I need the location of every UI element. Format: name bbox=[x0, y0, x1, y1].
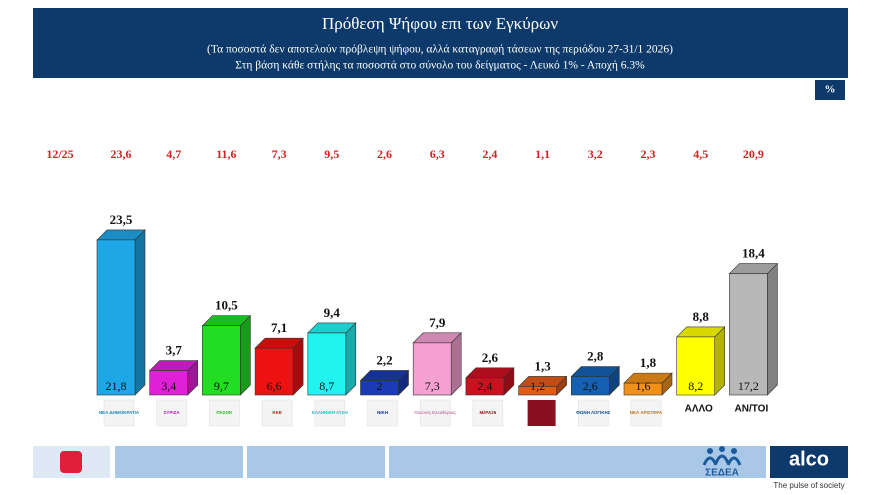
footer-block bbox=[389, 446, 766, 478]
logo-box bbox=[472, 399, 504, 427]
value-label: 9,4 bbox=[324, 305, 341, 320]
chart-title: Πρόθεση Ψήφου επι των Εγκύρων bbox=[322, 14, 558, 33]
x-tick-label: ΑΝ/ΤΟΙ bbox=[735, 404, 769, 415]
raw-value-label: 6,6 bbox=[267, 379, 282, 393]
bar-side bbox=[345, 322, 357, 396]
sedea-icon bbox=[702, 446, 742, 466]
raw-value-label: 9,7 bbox=[214, 379, 229, 393]
x-tick-label: ΣΥΡΙΖΑ bbox=[164, 410, 181, 415]
bar-side bbox=[714, 326, 726, 396]
bar bbox=[307, 332, 347, 396]
bar bbox=[518, 386, 557, 396]
previous-value: 11,6 bbox=[216, 147, 236, 161]
footer-block bbox=[115, 446, 243, 478]
value-label: 7,1 bbox=[271, 320, 287, 335]
raw-value-label: 8,7 bbox=[319, 379, 334, 393]
bar bbox=[729, 273, 768, 396]
logo-box bbox=[630, 399, 662, 427]
previous-value: 4,7 bbox=[166, 147, 181, 161]
value-label: 18,4 bbox=[742, 246, 765, 261]
x-tick-label: ΦΩΝΗ ΛΟΓΙΚΗΣ bbox=[576, 410, 611, 415]
footer-block bbox=[247, 446, 385, 478]
bar bbox=[96, 239, 136, 396]
logo-box bbox=[527, 400, 556, 426]
previous-value: 2,3 bbox=[641, 147, 656, 161]
bar bbox=[254, 347, 294, 396]
x-tick-label: ΚΚΕ bbox=[272, 410, 282, 415]
previous-value: 9,5 bbox=[324, 147, 339, 161]
raw-value-label: 1,6 bbox=[636, 379, 651, 393]
bar bbox=[149, 370, 188, 396]
previous-value: 7,3 bbox=[272, 147, 287, 161]
channel-logo bbox=[60, 451, 82, 473]
bar bbox=[412, 342, 452, 396]
bar-side bbox=[240, 314, 251, 396]
bar bbox=[360, 380, 399, 396]
value-label: 3,7 bbox=[166, 343, 183, 358]
x-tick-label: Πλεύση Ελευθερίας bbox=[414, 410, 456, 416]
bar-side bbox=[134, 229, 146, 396]
previous-value: 2,4 bbox=[482, 147, 497, 161]
raw-value-label: 2 bbox=[377, 379, 383, 393]
logo-box bbox=[103, 399, 135, 427]
previous-value: 1,1 bbox=[535, 147, 550, 161]
value-label: 2,2 bbox=[376, 352, 392, 367]
bar-side bbox=[767, 262, 778, 396]
raw-value-label: 17,2 bbox=[738, 379, 759, 393]
raw-value-label: 3,4 bbox=[161, 379, 176, 393]
x-tick-label: ΑΛΛΟ bbox=[685, 404, 713, 415]
raw-value-label: 2,6 bbox=[583, 379, 598, 393]
previous-value: 2,6 bbox=[377, 147, 392, 161]
x-tick-label: ΝΕΑ ΔΗΜΟΚΡΑΤΙΑ bbox=[99, 410, 140, 415]
value-label: 2,6 bbox=[482, 350, 499, 365]
raw-value-label: 21,8 bbox=[106, 379, 127, 393]
unit-box bbox=[815, 80, 845, 100]
raw-value-label: 1,2 bbox=[530, 379, 545, 393]
value-label: 10,5 bbox=[215, 298, 238, 313]
note: Στη βάση κάθε στήλης τα ποσοστά στο σύνο… bbox=[235, 60, 645, 72]
logo-box bbox=[578, 399, 609, 427]
logo-box bbox=[367, 399, 398, 427]
x-tick-label: ΠΑΣΟΚ bbox=[216, 410, 233, 415]
value-label: 1,3 bbox=[534, 358, 551, 373]
logo-box bbox=[156, 399, 187, 427]
value-label: 2,8 bbox=[587, 349, 604, 364]
bar bbox=[570, 376, 610, 396]
subtitle: (Τα ποσοστά δεν αποτελούν πρόβλεψη ψήφου… bbox=[207, 44, 673, 56]
bar bbox=[202, 325, 241, 396]
x-tick-label: ΝΙΚΗ bbox=[377, 410, 388, 415]
footer-tagline: The pulse of society bbox=[773, 481, 844, 490]
x-tick-label: ΕΛΛΗΝΙΚΗ ΛΥΣΗ bbox=[312, 410, 348, 415]
logo-box bbox=[261, 399, 293, 427]
value-label: 1,8 bbox=[640, 355, 657, 370]
value-label: 23,5 bbox=[110, 212, 133, 227]
previous-value: 20,9 bbox=[743, 147, 764, 161]
footer-brand: ΣΕΔΕΑ bbox=[705, 468, 739, 479]
raw-value-label: 2,4 bbox=[477, 379, 492, 393]
raw-value-label: 8,2 bbox=[688, 379, 703, 393]
previous-value: 6,3 bbox=[430, 147, 445, 161]
header-box bbox=[33, 8, 848, 78]
bar bbox=[623, 382, 663, 396]
value-label: 8,8 bbox=[693, 309, 710, 324]
previous-value: 3,2 bbox=[588, 147, 603, 161]
previous-value: 23,6 bbox=[111, 147, 132, 161]
bar-side bbox=[450, 332, 462, 396]
bar bbox=[676, 336, 716, 396]
unit: % bbox=[825, 84, 836, 96]
alco-box bbox=[770, 446, 848, 478]
previous-value: 4,5 bbox=[693, 147, 708, 161]
previous-label: 12/25 bbox=[46, 147, 73, 161]
bar bbox=[465, 377, 505, 396]
x-tick-label: ΝΕΑ ΑΡΙΣΤΕΡΑ bbox=[630, 410, 663, 415]
x-tick-label: ΜέΡΑ25 bbox=[480, 410, 497, 415]
value-label: 7,9 bbox=[429, 315, 446, 330]
logo-box bbox=[419, 399, 451, 427]
logo-box bbox=[314, 399, 346, 427]
footer-logo: alco bbox=[789, 448, 829, 470]
raw-value-label: 7,3 bbox=[425, 379, 440, 393]
logo-box bbox=[209, 399, 240, 427]
